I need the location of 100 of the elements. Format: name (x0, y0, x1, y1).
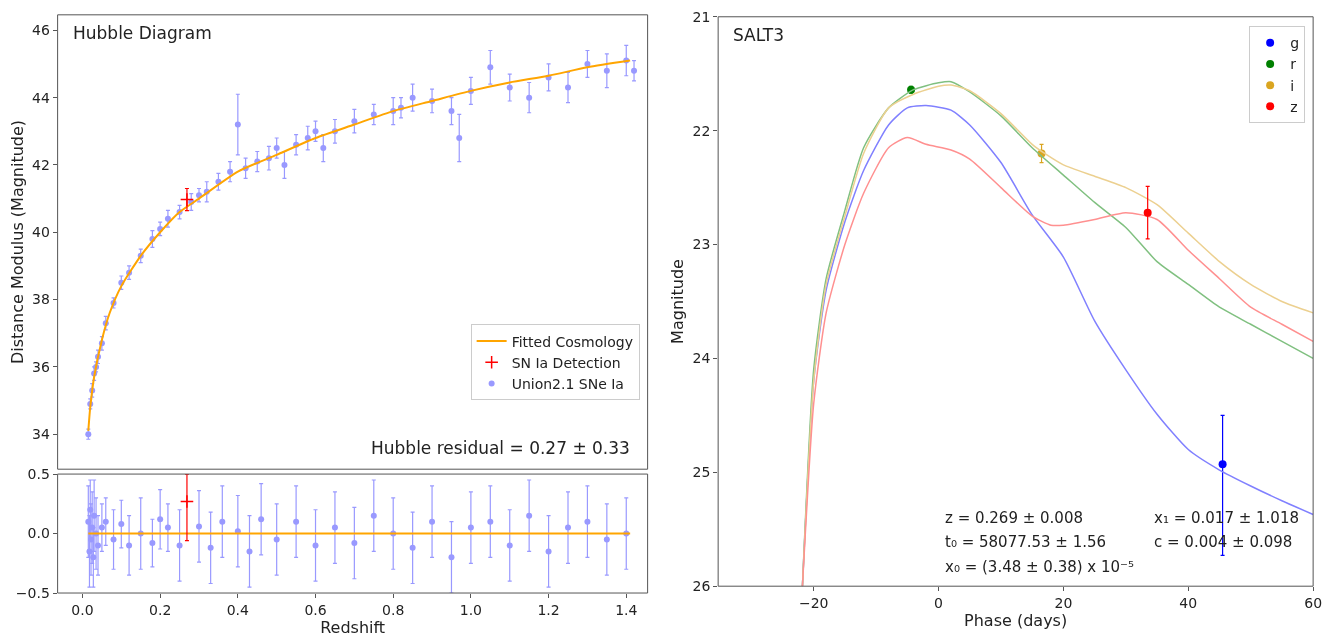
point (456, 135, 463, 141)
point (273, 145, 280, 152)
point (565, 524, 571, 531)
point (506, 542, 513, 549)
point (207, 544, 214, 551)
y-tick-label: 40 (31, 224, 50, 241)
point (164, 215, 171, 222)
point (312, 542, 319, 549)
x-tick-label: 0.4 (226, 601, 250, 618)
point (118, 521, 125, 528)
text: SALT3 (733, 25, 785, 45)
point (1143, 208, 1152, 217)
y-tick-label: 44 (31, 89, 50, 106)
y-tick-label: 36 (31, 358, 50, 375)
point (526, 94, 533, 101)
point (102, 518, 109, 525)
y-tick-label: 42 (31, 156, 50, 173)
point (110, 536, 117, 543)
point (1218, 460, 1227, 469)
point (91, 512, 98, 519)
point (234, 121, 241, 128)
point (85, 518, 92, 525)
y-tick-label: 25 (692, 464, 711, 481)
y-tick-label: 46 (31, 22, 50, 39)
point (370, 111, 377, 118)
point (258, 516, 265, 523)
point (584, 518, 591, 525)
point (448, 108, 455, 115)
annotation: Hubble residual = 0.27 ± 0.33 (371, 438, 630, 458)
legend-label: Fitted Cosmology (511, 333, 633, 350)
x-tick-label: 60 (1304, 595, 1323, 611)
point (603, 536, 610, 543)
x-tick-label: 0.0 (71, 601, 94, 618)
x-tick-label: 1.0 (459, 601, 483, 618)
point (90, 554, 97, 561)
point (95, 542, 102, 549)
point (86, 548, 93, 555)
y-tick-label: 23 (692, 236, 711, 253)
x-tick-label: −20 (798, 595, 829, 611)
legend-label: z (1290, 98, 1298, 115)
x-axis-title: Redshift (320, 617, 386, 637)
point (448, 554, 455, 561)
point (351, 540, 358, 547)
x-tick-label: 0.6 (304, 601, 327, 618)
point (89, 524, 96, 531)
point (526, 512, 533, 519)
point (351, 118, 358, 125)
x-tick-label: 40 (1179, 595, 1198, 611)
point (157, 516, 164, 523)
point (409, 544, 416, 551)
point (631, 67, 638, 74)
point (179, 494, 194, 509)
y-tick-label: 26 (692, 578, 711, 595)
y-tick-label: 24 (692, 350, 711, 367)
point (467, 524, 474, 531)
legend-label: i (1290, 77, 1295, 94)
legend-label: r (1290, 56, 1297, 73)
point (293, 518, 300, 525)
y-tick-label: 38 (31, 291, 50, 308)
point (126, 542, 133, 549)
y-tick-label: 22 (692, 122, 711, 139)
point (331, 524, 338, 531)
text: Hubble Diagram (73, 23, 212, 43)
legend-label: SN Ia Detection (511, 354, 621, 371)
annotation: x₀ = (3.48 ± 0.38) x 10⁻⁵ (945, 558, 1135, 576)
legend-label: g (1290, 35, 1300, 52)
point (196, 192, 202, 199)
point (273, 536, 280, 543)
point (584, 60, 591, 67)
point (409, 94, 416, 101)
y-axis-title: Magnitude (668, 259, 688, 344)
point (227, 168, 234, 175)
y-axis-title: Distance Modulus (Magnitude) (7, 119, 27, 365)
y-tick-label: 0.5 (27, 465, 50, 482)
y-tick-label: −0.5 (15, 584, 50, 601)
y-tick-label: 0.0 (27, 525, 50, 542)
point (487, 518, 494, 525)
x-tick-label: 0.8 (382, 601, 405, 618)
x-tick-label: 1.4 (615, 601, 638, 618)
x-tick-label: 0 (934, 595, 943, 611)
point (281, 161, 288, 168)
point (176, 542, 183, 549)
x-tick-label: 1.2 (537, 601, 560, 618)
point (506, 84, 513, 91)
x-tick-label: 20 (1054, 595, 1073, 611)
point (312, 128, 319, 135)
point (219, 518, 226, 525)
point (370, 512, 377, 519)
y-tick-label: 34 (31, 426, 50, 443)
point (98, 524, 105, 531)
point (87, 506, 94, 513)
point (164, 524, 171, 531)
annotation: z = 0.269 ± 0.008 (945, 509, 1083, 527)
y-tick-label: 21 (692, 8, 711, 25)
annotation: t₀ = 58077.53 ± 1.56 (945, 533, 1107, 551)
point (149, 540, 156, 547)
point (603, 67, 610, 74)
point (196, 523, 202, 530)
point (487, 64, 494, 71)
x-tick-label: 0.2 (149, 601, 172, 618)
